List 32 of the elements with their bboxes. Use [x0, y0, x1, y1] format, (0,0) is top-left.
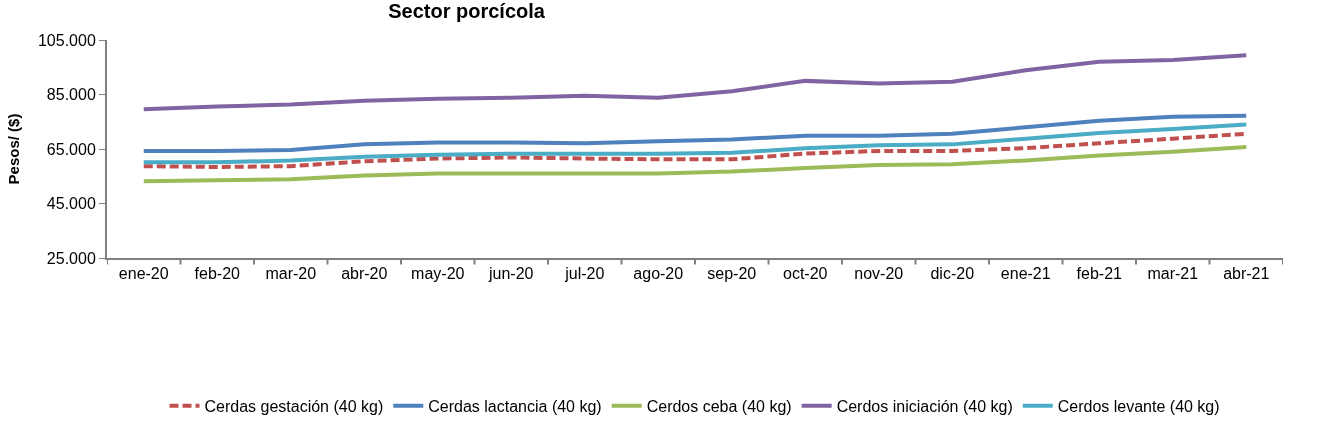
x-tick-label: mar-20	[265, 265, 317, 283]
x-tick-label: oct-20	[783, 265, 828, 283]
x-tick-label: dic-20	[930, 265, 975, 283]
y-tick-label: 65.000	[46, 140, 96, 158]
x-tick-label: feb-21	[1076, 265, 1123, 283]
legend-label: Cerdas gestación (40 kg)	[204, 397, 384, 415]
y-tick-label: 25.000	[46, 249, 96, 267]
legend-label: Cerdas lactancia (40 kg)	[428, 397, 602, 415]
x-tick-label: mar-21	[1147, 265, 1199, 283]
line-series	[141, 113, 1249, 153]
legend-label: Cerdos levante (40 kg)	[1057, 397, 1220, 415]
legend-label: Cerdos ceba (40 kg)	[646, 397, 792, 415]
x-tick-label: ene-21	[1000, 265, 1051, 283]
chart-title: Sector porcícola	[388, 0, 546, 23]
line-series	[141, 53, 1249, 112]
y-tick-label: 105.000	[37, 31, 96, 49]
x-tick-label: nov-20	[854, 265, 904, 283]
x-tick-label: sep-20	[707, 265, 757, 283]
x-tick-label: feb-20	[194, 265, 241, 283]
x-tick-label: jul-20	[564, 265, 605, 283]
y-tick-label: 45.000	[46, 195, 96, 213]
y-axis-title: Pesos/ ($)	[4, 113, 22, 185]
x-tick-label: ene-20	[118, 265, 169, 283]
x-tick-label: abr-20	[341, 265, 388, 283]
line-series	[141, 145, 1249, 184]
legend-label: Cerdos iniciación (40 kg)	[836, 397, 1013, 415]
x-tick-label: may-20	[411, 265, 465, 283]
x-tick-label: jun-20	[488, 265, 534, 283]
line-series	[141, 122, 1249, 165]
y-tick-label: 85.000	[46, 86, 96, 104]
x-tick-label: abr-21	[1223, 265, 1270, 283]
x-tick-label: ago-20	[633, 265, 684, 283]
